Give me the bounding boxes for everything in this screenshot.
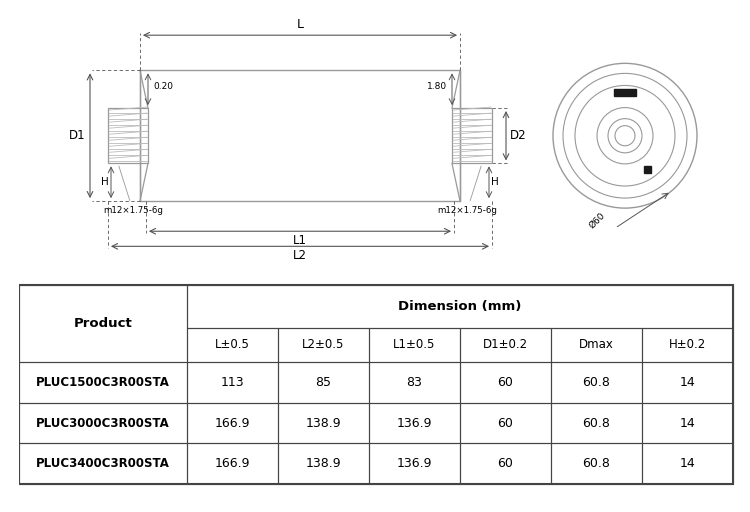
Text: D1: D1 xyxy=(69,129,86,142)
Text: H: H xyxy=(491,177,499,187)
Text: 85: 85 xyxy=(316,376,332,389)
Text: 60: 60 xyxy=(497,417,514,430)
Text: 1.80: 1.80 xyxy=(427,82,447,91)
Text: m12×1.75-6g: m12×1.75-6g xyxy=(103,166,163,215)
Text: L1±0.5: L1±0.5 xyxy=(393,338,436,351)
Text: Product: Product xyxy=(74,317,132,330)
Text: 166.9: 166.9 xyxy=(214,457,250,471)
Text: 138.9: 138.9 xyxy=(306,417,341,430)
Text: H±0.2: H±0.2 xyxy=(669,338,706,351)
Text: PLUC1500C3R00STA: PLUC1500C3R00STA xyxy=(36,376,170,389)
Text: m12×1.75-6g: m12×1.75-6g xyxy=(437,166,497,215)
Text: 113: 113 xyxy=(220,376,245,389)
Text: H: H xyxy=(101,177,109,187)
Text: L±0.5: L±0.5 xyxy=(215,338,250,351)
Text: 14: 14 xyxy=(680,457,695,471)
Text: 14: 14 xyxy=(680,376,695,389)
Text: D2: D2 xyxy=(510,129,526,142)
Text: L2±0.5: L2±0.5 xyxy=(302,338,345,351)
Text: 166.9: 166.9 xyxy=(214,417,250,430)
Text: 136.9: 136.9 xyxy=(397,457,432,471)
Text: 60.8: 60.8 xyxy=(583,457,610,471)
Text: Dmax: Dmax xyxy=(579,338,614,351)
Text: D1±0.2: D1±0.2 xyxy=(483,338,528,351)
Text: 60: 60 xyxy=(497,457,514,471)
Text: Dimension (mm): Dimension (mm) xyxy=(398,300,522,313)
Bar xyxy=(644,166,650,174)
Text: L: L xyxy=(296,18,304,31)
Text: 0.20: 0.20 xyxy=(153,82,173,91)
Text: 60: 60 xyxy=(497,376,514,389)
Text: 14: 14 xyxy=(680,417,695,430)
Text: 83: 83 xyxy=(406,376,422,389)
Text: L1: L1 xyxy=(293,234,307,247)
Text: PLUC3000C3R00STA: PLUC3000C3R00STA xyxy=(36,417,170,430)
Text: 136.9: 136.9 xyxy=(397,417,432,430)
Bar xyxy=(614,90,636,96)
Text: 138.9: 138.9 xyxy=(306,457,341,471)
Text: Ø60: Ø60 xyxy=(587,210,607,230)
Text: L2: L2 xyxy=(293,249,307,262)
Text: PLUC3400C3R00STA: PLUC3400C3R00STA xyxy=(36,457,170,471)
Text: 60.8: 60.8 xyxy=(583,417,610,430)
Text: 60.8: 60.8 xyxy=(583,376,610,389)
